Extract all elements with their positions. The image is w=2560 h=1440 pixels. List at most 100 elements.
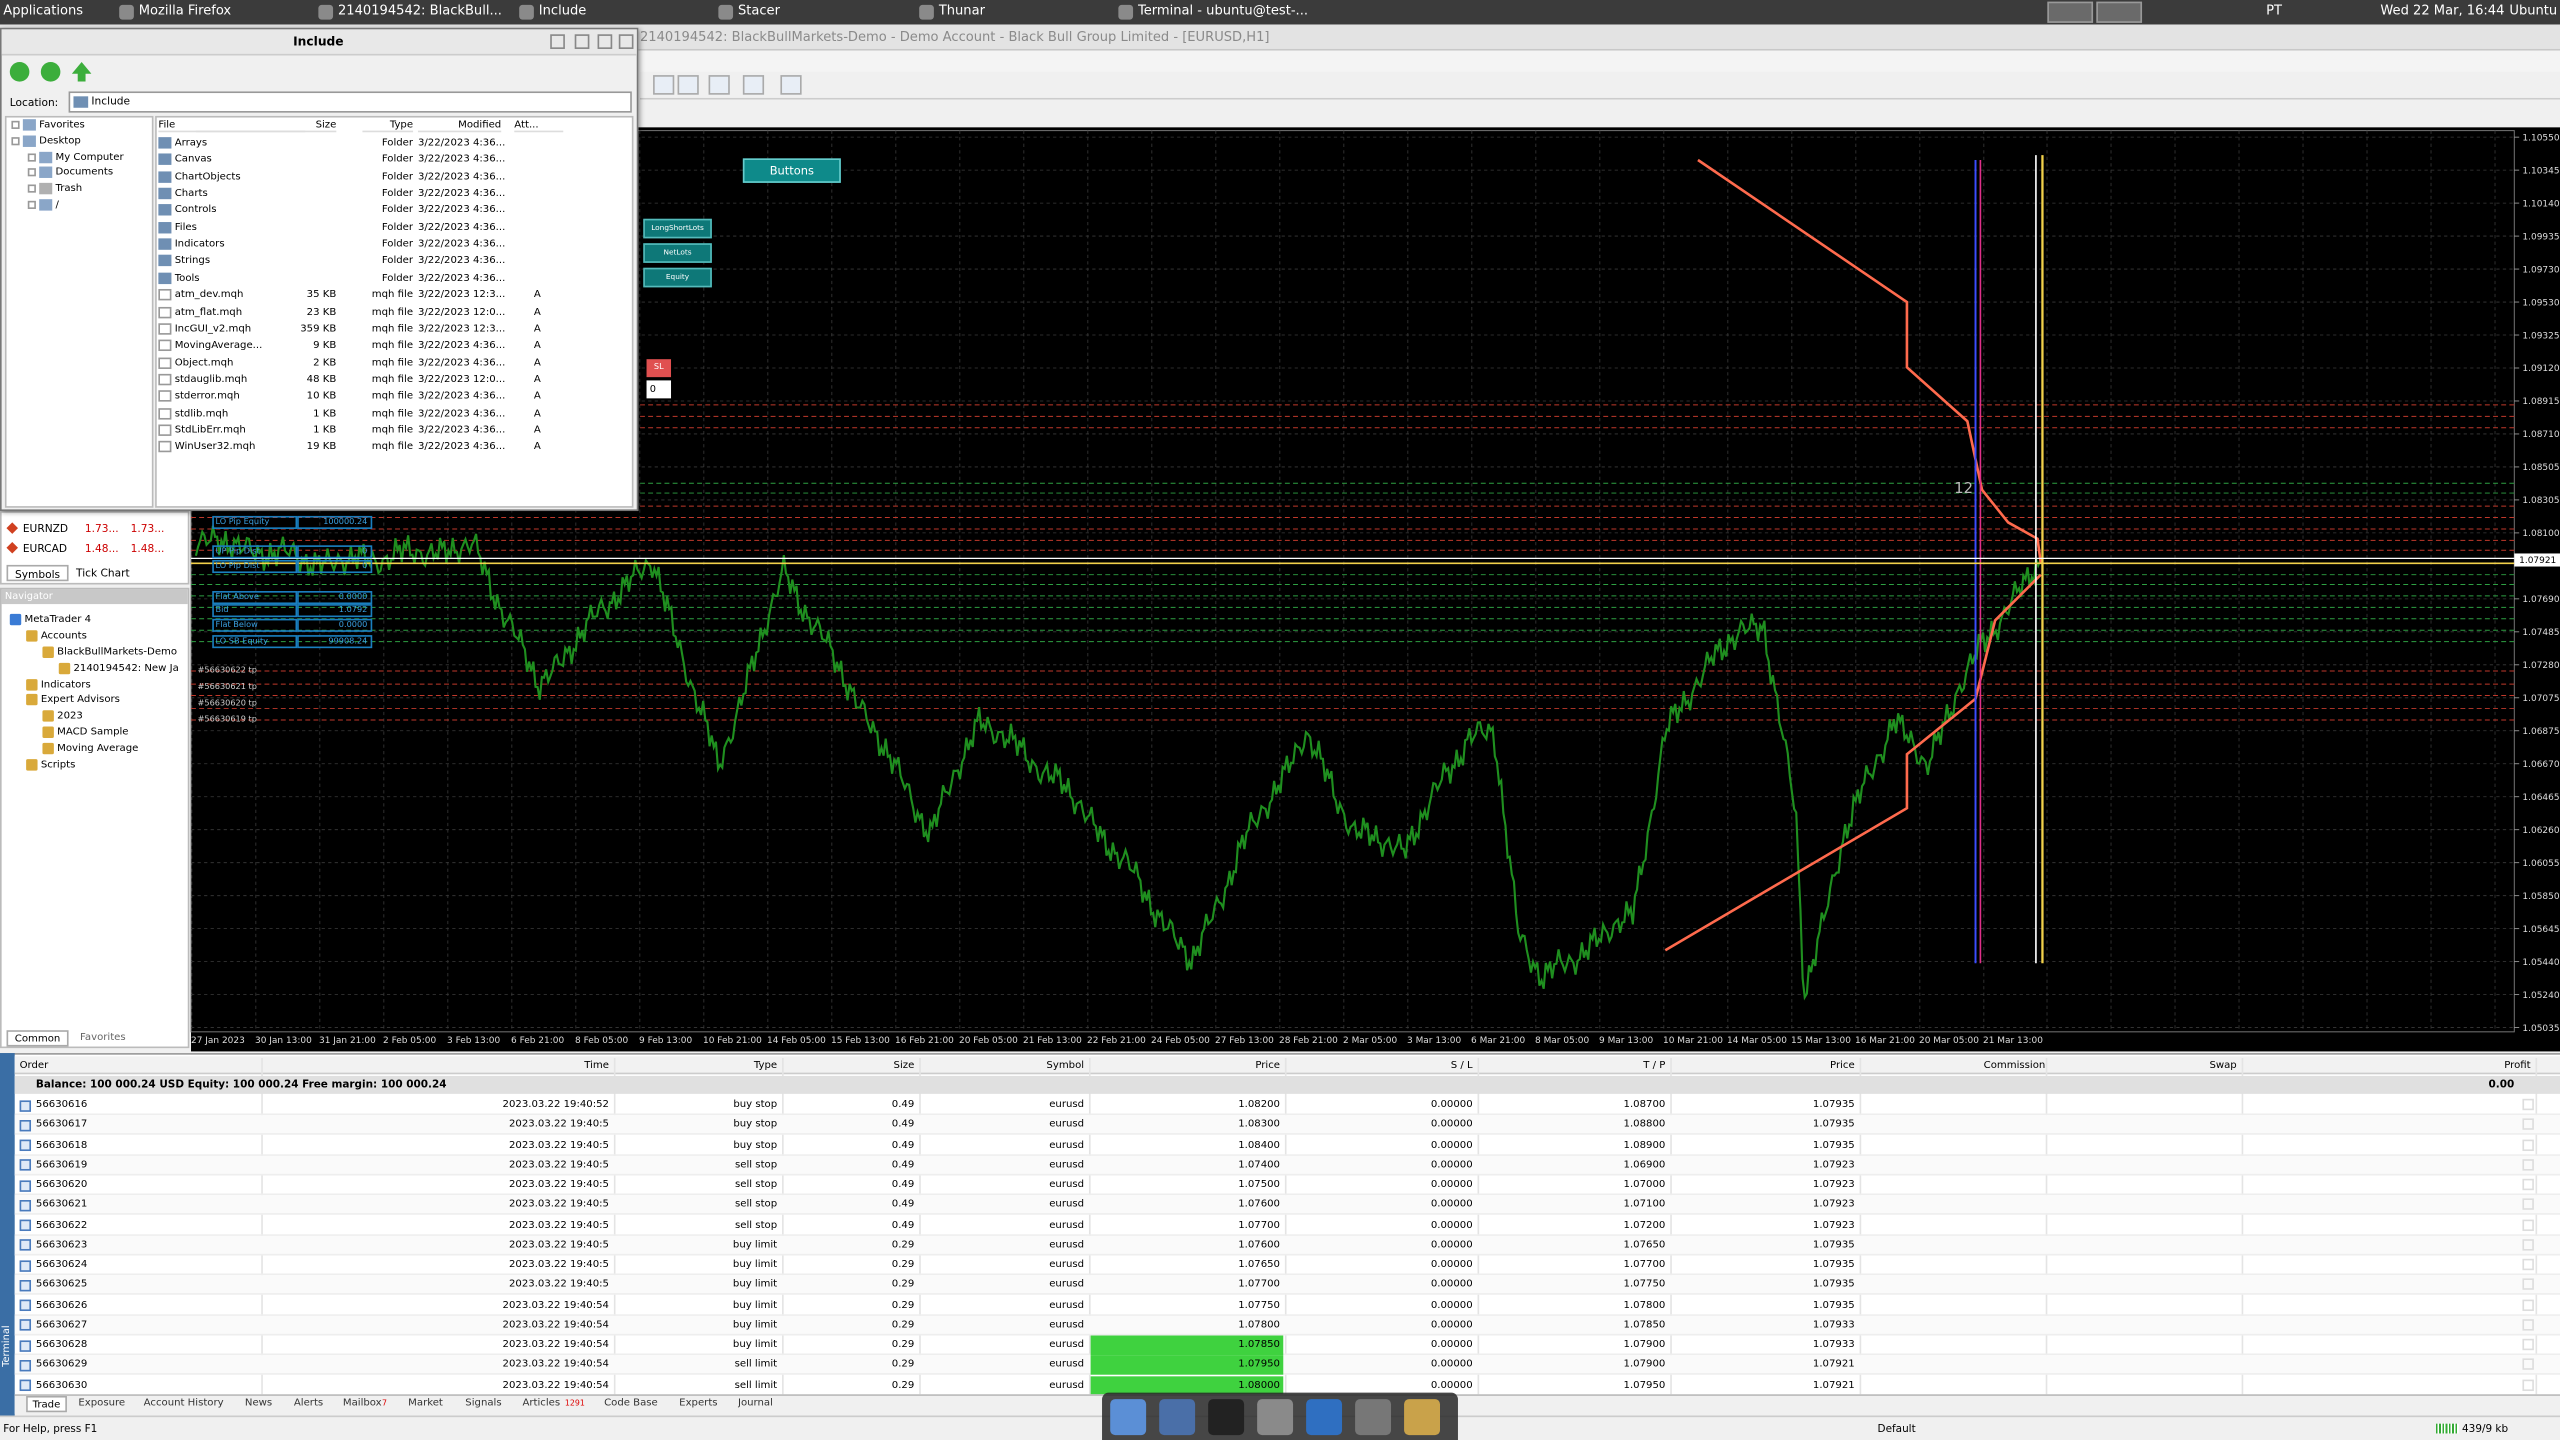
order-row[interactable]: [14, 1195, 2560, 1216]
tab[interactable]: Account History: [143, 1397, 224, 1409]
taskbar-app[interactable]: Stacer: [737, 3, 780, 18]
toolbar-button[interactable]: [780, 75, 802, 95]
dock-icon[interactable]: [1355, 1399, 1392, 1436]
window-control[interactable]: [618, 34, 634, 49]
column-header[interactable]: Type: [362, 118, 414, 133]
order-row[interactable]: [14, 1355, 2560, 1376]
tree-item[interactable]: MetaTrader 4: [24, 613, 92, 626]
order-row[interactable]: [14, 1296, 2560, 1316]
file-cell[interactable]: Arrays: [174, 137, 208, 149]
tree-item[interactable]: Documents: [55, 167, 114, 179]
order-row[interactable]: [14, 1216, 2560, 1236]
file-cell[interactable]: MovingAverage...: [174, 339, 263, 352]
file-cell[interactable]: Object.mqh: [174, 356, 234, 369]
file-cell[interactable]: Canvas: [174, 154, 212, 166]
order-row[interactable]: [14, 1155, 2560, 1176]
tree-item[interactable]: MACD Sample: [57, 726, 129, 738]
dock-icon[interactable]: [1306, 1399, 1343, 1436]
window-control[interactable]: [574, 34, 590, 49]
tree-item[interactable]: Moving Average: [57, 742, 139, 755]
tree-item[interactable]: /: [55, 199, 59, 211]
tab[interactable]: Experts: [679, 1397, 718, 1409]
tab[interactable]: Mailbox: [342, 1397, 382, 1409]
tab[interactable]: Market: [408, 1397, 443, 1409]
file-cell[interactable]: Controls: [174, 204, 217, 217]
close-icon[interactable]: [2522, 1118, 2534, 1131]
tree-item[interactable]: 2023: [57, 710, 83, 722]
tab[interactable]: Common: [6, 1030, 69, 1047]
file-cell[interactable]: stderror.mqh: [174, 390, 240, 403]
close-icon[interactable]: [2522, 1198, 2534, 1211]
dock-icon[interactable]: [1257, 1399, 1294, 1436]
file-cell[interactable]: ChartObjects: [174, 170, 241, 183]
tree-item[interactable]: Desktop: [39, 135, 81, 147]
tree-item[interactable]: My Computer: [55, 151, 124, 163]
taskbar-app[interactable]: Thunar: [938, 3, 985, 18]
file-cell[interactable]: stdauglib.mqh: [174, 373, 248, 386]
tab[interactable]: Articles: [522, 1397, 561, 1409]
dock-icon[interactable]: [1110, 1399, 1147, 1436]
column-header[interactable]: Att...: [514, 118, 564, 133]
chart-button[interactable]: Buttons: [742, 158, 841, 183]
nav-button[interactable]: [9, 62, 30, 82]
location-input[interactable]: [68, 91, 632, 113]
taskbar-app[interactable]: Mozilla Firefox: [138, 3, 232, 18]
tree-item[interactable]: Expert Advisors: [40, 693, 120, 706]
user[interactable]: Ubuntu: [2509, 3, 2558, 18]
close-icon[interactable]: [2522, 1258, 2534, 1271]
toolbar-button[interactable]: [708, 75, 730, 95]
close-icon[interactable]: [2522, 1218, 2534, 1231]
tree-item[interactable]: 2140194542: New Ja: [73, 662, 179, 675]
order-row[interactable]: [14, 1256, 2560, 1276]
tree-item[interactable]: Indicators: [40, 679, 91, 691]
order-row[interactable]: [14, 1176, 2560, 1196]
close-icon[interactable]: [2522, 1238, 2534, 1251]
column-header[interactable]: Commission: [1983, 1059, 2046, 1072]
taskbar-app[interactable]: Applications: [3, 3, 84, 18]
column-header[interactable]: Symbol: [1046, 1059, 1085, 1072]
chart-button[interactable]: LongShortLots: [643, 218, 712, 239]
tab[interactable]: Trade: [26, 1395, 67, 1413]
nav-button[interactable]: [40, 62, 61, 82]
column-header[interactable]: S / L: [1450, 1059, 1473, 1072]
dock-icon[interactable]: [1404, 1399, 1440, 1436]
file-cell[interactable]: StdLibErr.mqh: [174, 424, 246, 436]
clock[interactable]: Wed 22 Mar, 16:44: [2380, 3, 2505, 18]
tab[interactable]: Code Base: [604, 1397, 658, 1409]
dock-icon[interactable]: [1208, 1399, 1245, 1436]
taskbar-app[interactable]: 2140194542: BlackBull...: [337, 3, 502, 18]
file-cell[interactable]: stdlib.mqh: [174, 407, 229, 419]
tab[interactable]: Favorites: [80, 1031, 126, 1044]
tree-item[interactable]: Trash: [55, 183, 83, 195]
order-row[interactable]: [14, 1315, 2560, 1336]
close-icon[interactable]: [2522, 1298, 2534, 1311]
file-cell[interactable]: WinUser32.mqh: [174, 441, 256, 453]
chart-button[interactable]: Equity: [643, 267, 712, 288]
window-control[interactable]: [550, 34, 565, 49]
close-icon[interactable]: [2522, 1358, 2534, 1371]
toolbar-button[interactable]: [742, 75, 765, 95]
column-header[interactable]: T / P: [1643, 1059, 1666, 1072]
tab[interactable]: Alerts: [293, 1397, 324, 1409]
order-row[interactable]: [14, 1275, 2560, 1296]
symbol[interactable]: EURNZD: [22, 522, 69, 536]
tree-item[interactable]: Scripts: [40, 759, 76, 771]
tree-item[interactable]: BlackBullMarkets-Demo: [57, 646, 178, 658]
keyboard[interactable]: PT: [2266, 3, 2282, 18]
tab[interactable]: Journal: [737, 1397, 773, 1409]
file-cell[interactable]: atm_flat.mqh: [174, 306, 243, 318]
file-cell[interactable]: atm_dev.mqh: [174, 289, 244, 301]
close-icon[interactable]: [2522, 1378, 2534, 1391]
close-icon[interactable]: [2522, 1278, 2534, 1291]
column-header[interactable]: Order: [19, 1059, 49, 1072]
tab[interactable]: Symbols: [6, 564, 69, 582]
file-cell[interactable]: Charts: [174, 187, 208, 200]
tree-item[interactable]: Favorites: [39, 119, 85, 131]
close-icon[interactable]: [2522, 1098, 2534, 1111]
column-header[interactable]: Size: [893, 1059, 915, 1072]
dock-icon[interactable]: [1159, 1399, 1196, 1436]
taskbar-app[interactable]: Terminal - ubuntu@test-...: [1137, 3, 1309, 18]
order-row[interactable]: [14, 1115, 2560, 1136]
column-header[interactable]: Type: [753, 1059, 778, 1072]
file-cell[interactable]: Tools: [174, 272, 200, 284]
